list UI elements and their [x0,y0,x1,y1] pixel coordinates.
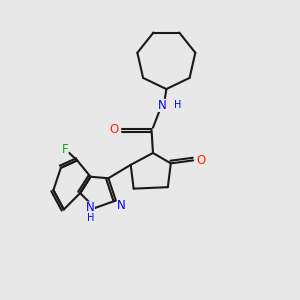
Text: H: H [174,100,181,110]
Text: N: N [158,99,167,112]
Text: H: H [87,213,94,224]
Text: F: F [62,142,69,156]
Text: O: O [196,154,205,167]
Text: O: O [110,123,119,136]
Text: H: H [174,100,181,110]
Text: N: N [86,202,95,214]
Text: N: N [158,99,167,112]
Text: N: N [117,200,125,212]
